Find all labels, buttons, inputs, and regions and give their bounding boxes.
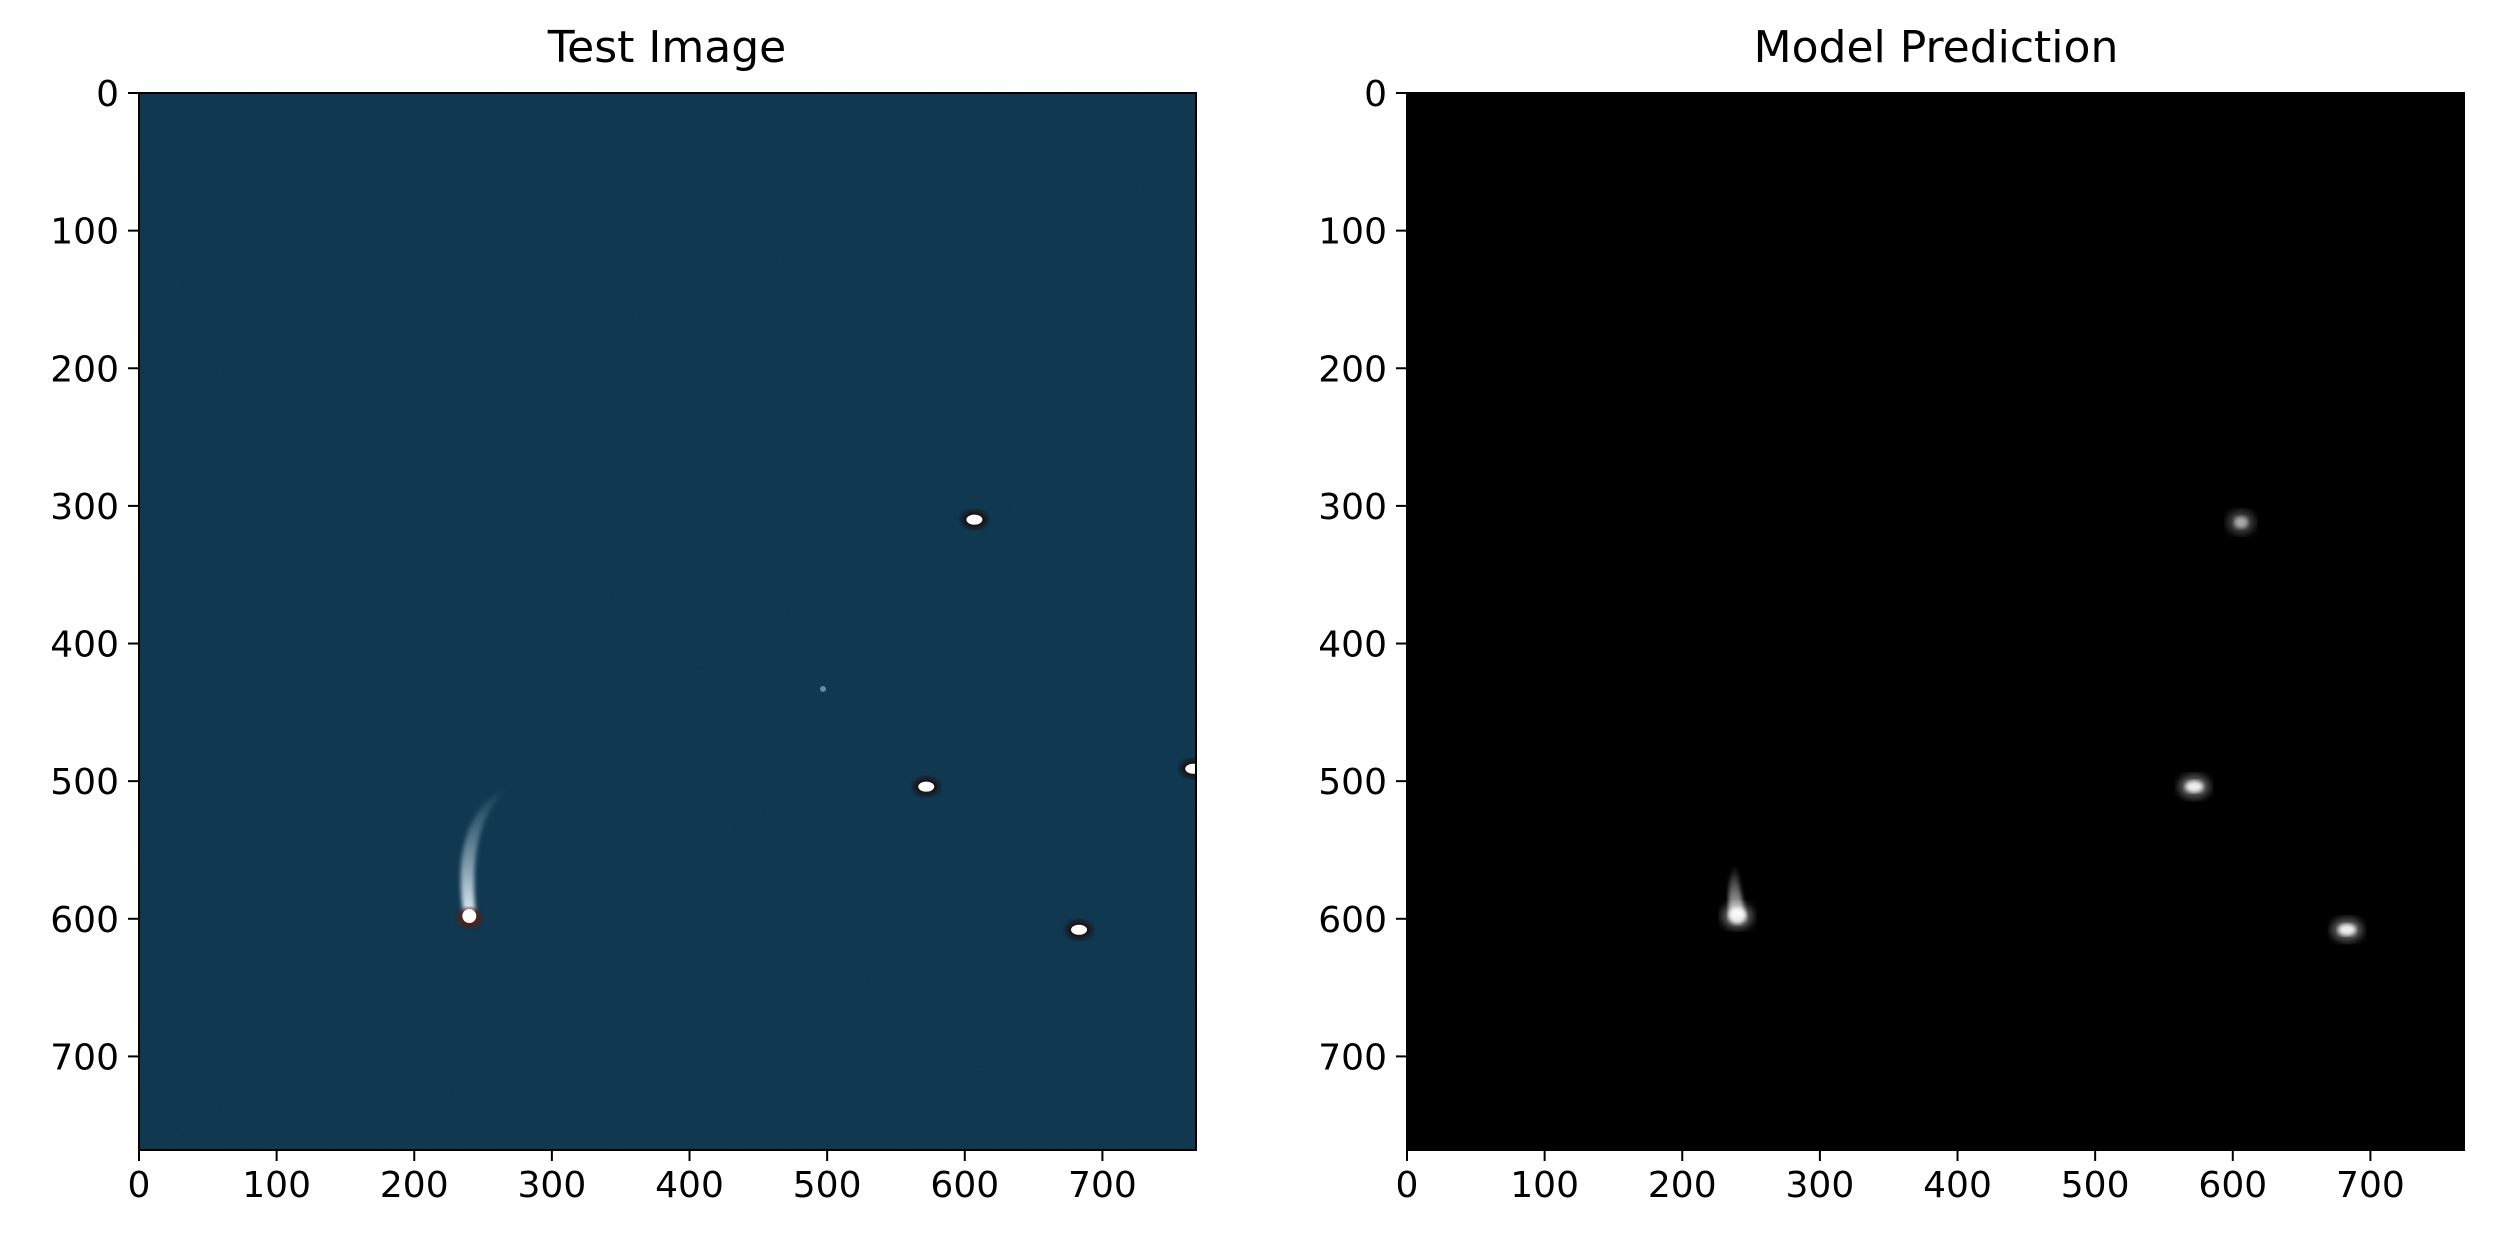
axis-ticks: 0 100 200 300 400 500 600 700 0 100 200 300 400 500 60… <box>1318 74 2404 1206</box>
x-tick-label: 300 <box>1786 1165 1855 1206</box>
test-image-panel: Test Image 0 100 200 300 400 500 600 700 0 100 200… <box>50 22 1197 1206</box>
y-tick-label: 600 <box>50 900 119 941</box>
axis-ticks: 0 100 200 300 400 500 600 700 0 100 200 300 400 500 60… <box>50 74 1136 1206</box>
object-blob <box>2178 774 2211 799</box>
image-frame <box>138 92 1197 1151</box>
y-tick-label: 500 <box>1318 762 1387 803</box>
x-tick-label: 200 <box>380 1165 449 1206</box>
y-tick-label: 600 <box>1318 900 1387 941</box>
x-tick-label: 0 <box>1396 1165 1419 1206</box>
y-tick-label: 0 <box>1364 74 1387 115</box>
panel-title: Test Image <box>547 22 786 73</box>
y-tick-label: 400 <box>50 625 119 666</box>
object-blob <box>2331 917 2364 942</box>
y-tick-label: 100 <box>50 212 119 253</box>
prediction-image <box>1407 93 2464 1150</box>
y-tick-label: 700 <box>50 1037 119 1078</box>
x-tick-label: 600 <box>2198 1165 2267 1206</box>
model-prediction-panel: Model Prediction 0 100 200 300 400 500 600 7000… <box>1318 22 2465 1206</box>
object-dot <box>1066 920 1093 939</box>
panel-title: Model Prediction <box>1754 22 2119 73</box>
x-tick-label: 100 <box>1510 1165 1579 1206</box>
y-tick-label: 0 <box>96 74 119 115</box>
object-dot <box>1180 759 1196 778</box>
y-tick-label: 300 <box>50 487 119 528</box>
object-dot <box>913 777 940 796</box>
x-tick-label: 100 <box>242 1165 311 1206</box>
y-tick-label: 700 <box>1318 1037 1387 1078</box>
x-tick-label: 500 <box>793 1165 862 1206</box>
x-tick-label: 400 <box>1923 1165 1992 1206</box>
y-tick-label: 400 <box>1318 625 1387 666</box>
object-faint <box>820 685 827 692</box>
object-blob-faint <box>2227 510 2256 535</box>
image-frame <box>1406 92 2465 1151</box>
object-blob-tail <box>1721 864 1754 930</box>
y-tick-label: 200 <box>50 349 119 390</box>
y-tick-label: 200 <box>1318 349 1387 390</box>
x-tick-label: 700 <box>2336 1165 2405 1206</box>
x-tick-label: 600 <box>930 1165 999 1206</box>
image-noise <box>139 93 1196 1150</box>
x-tick-label: 400 <box>655 1165 724 1206</box>
y-tick-label: 500 <box>50 762 119 803</box>
x-tick-label: 300 <box>518 1165 587 1206</box>
object-dot <box>961 510 988 529</box>
y-tick-label: 100 <box>1318 212 1387 253</box>
x-tick-label: 700 <box>1068 1165 1137 1206</box>
test-image <box>139 93 1196 1150</box>
x-tick-label: 0 <box>128 1165 151 1206</box>
image-background <box>1407 93 2464 1150</box>
object-comet <box>457 786 510 929</box>
y-tick-label: 300 <box>1318 487 1387 528</box>
x-tick-label: 200 <box>1648 1165 1717 1206</box>
x-tick-label: 500 <box>2061 1165 2130 1206</box>
